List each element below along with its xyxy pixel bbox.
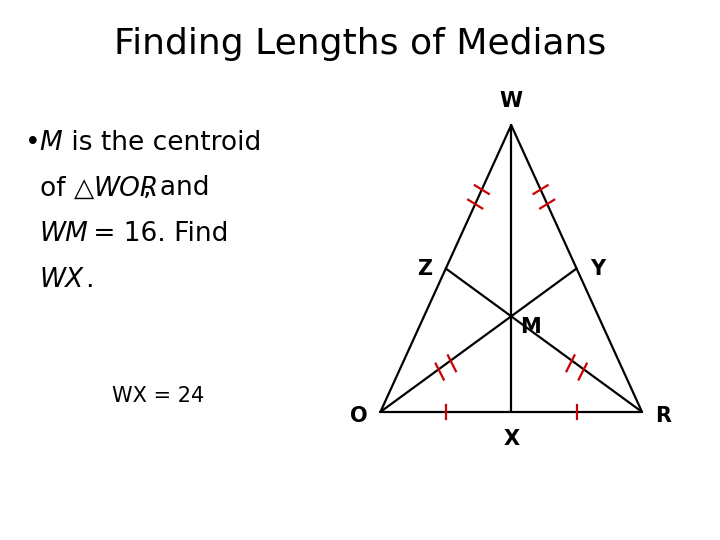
Text: M: M [40,130,63,156]
Text: of △: of △ [40,176,94,201]
Text: O: O [351,406,368,426]
Text: W: W [500,91,523,111]
Text: WX = 24: WX = 24 [112,386,204,406]
Text: = 16. Find: = 16. Find [85,221,228,247]
Text: Y: Y [590,259,606,279]
Text: Z: Z [417,259,432,279]
Text: X: X [503,429,519,449]
Text: M: M [521,317,541,337]
Text: R: R [655,406,671,426]
Text: , and: , and [143,176,209,201]
Text: .: . [85,267,94,293]
Text: WX: WX [40,267,84,293]
Text: Finding Lengths of Medians: Finding Lengths of Medians [114,27,606,61]
Text: •: • [25,130,41,156]
Text: WOR: WOR [94,176,159,201]
Text: WM: WM [40,221,89,247]
Text: is the centroid: is the centroid [63,130,261,156]
